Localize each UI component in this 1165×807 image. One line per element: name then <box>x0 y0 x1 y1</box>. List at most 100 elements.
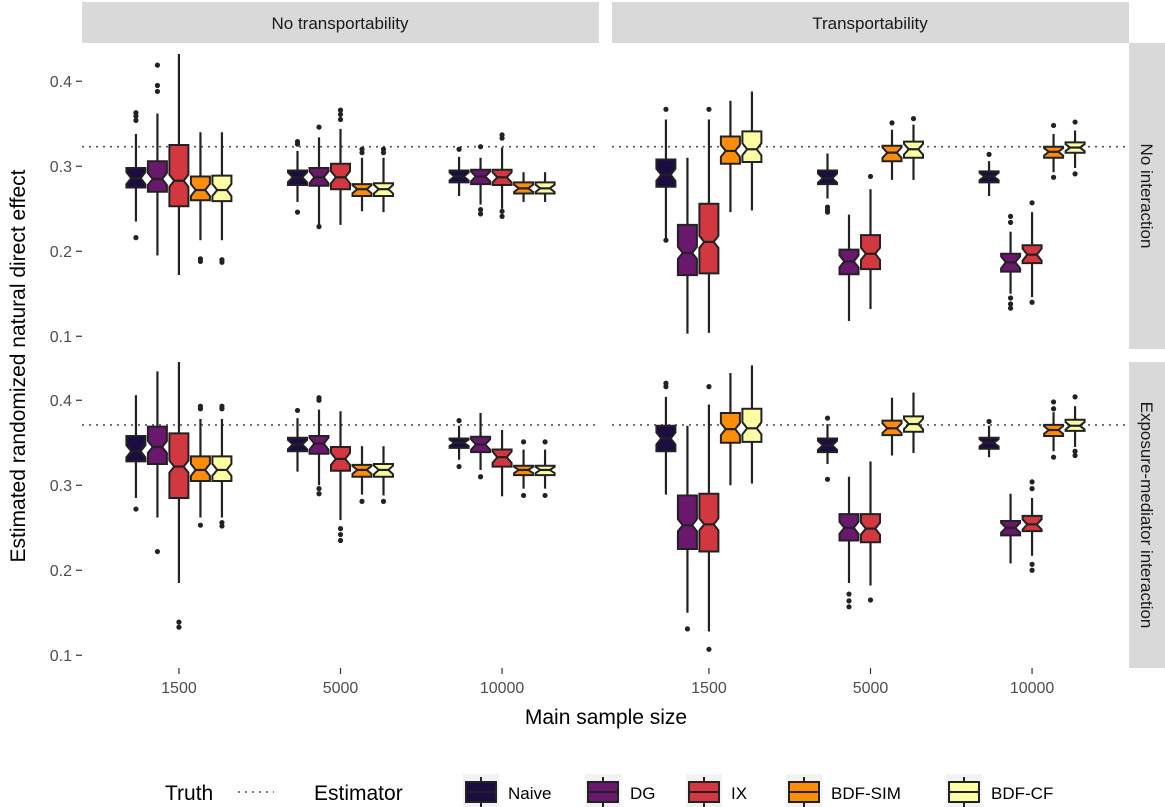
outlier-point <box>1072 119 1077 124</box>
x-tick-label: 1500 <box>691 680 727 697</box>
box-naive-5000 <box>818 154 837 215</box>
outlier-point <box>663 238 668 243</box>
box-ix-5000 <box>861 461 880 602</box>
outlier-point <box>456 464 461 469</box>
box-body <box>148 161 167 192</box>
box-ix-5000 <box>331 108 350 225</box>
outlier-point <box>1029 562 1034 567</box>
outlier-point <box>381 499 386 504</box>
x-tick-label: 10000 <box>1010 680 1055 697</box>
box-bdf-sim-1500 <box>191 404 210 528</box>
y-tick-label: 0.2 <box>50 244 72 261</box>
box-ix-1500 <box>699 384 718 652</box>
outlier-point <box>1029 200 1034 205</box>
legend-truth-title: Truth <box>165 782 213 805</box>
outlier-point <box>846 598 851 603</box>
outlier-point <box>706 107 711 112</box>
box-dg-10000 <box>1001 214 1020 311</box>
legend: Truth Estimator Naive DG IX BDF-SIM BDF-CF <box>165 774 1053 807</box>
box-body <box>310 436 329 454</box>
x-tick-label: 1500 <box>161 680 197 697</box>
box-dg-10000 <box>1001 494 1020 564</box>
strip-label-transportability: Transportability <box>812 14 928 33</box>
panel-exposure-mediator-interaction-transportability <box>612 365 1129 652</box>
legend-label: BDF-CF <box>991 784 1053 803</box>
box-dg-5000 <box>840 215 859 321</box>
outlier-point <box>542 493 547 498</box>
box-ix-5000 <box>861 174 880 309</box>
box-naive-1500 <box>126 395 145 512</box>
outlier-point <box>1029 568 1034 573</box>
legend-items: Naive DG IX BDF-SIM BDF-CF <box>463 774 1053 807</box>
outlier-point <box>198 404 203 409</box>
box-naive-5000 <box>288 408 307 472</box>
outlier-point <box>338 532 343 537</box>
x-axes: 1500 5000 10000 1500 5000 10000 <box>161 668 1054 697</box>
box-bdf-sim-10000 <box>514 439 533 498</box>
box-dg-10000 <box>471 413 490 479</box>
x-tick-label: 5000 <box>853 680 889 697</box>
outlier-point <box>295 210 300 215</box>
box-body <box>742 409 761 442</box>
outlier-point <box>295 139 300 144</box>
box-dg-1500 <box>678 426 697 632</box>
outlier-point <box>1008 295 1013 300</box>
outlier-point <box>338 526 343 531</box>
outlier-point <box>316 224 321 229</box>
box-body <box>656 160 675 187</box>
outlier-point <box>198 523 203 528</box>
outlier-point <box>1051 123 1056 128</box>
box-bdf-sim-10000 <box>1044 123 1063 180</box>
box-body <box>678 225 697 275</box>
box-naive-10000 <box>450 147 469 196</box>
box-bdf-sim-10000 <box>1044 399 1063 459</box>
box-body <box>678 496 697 550</box>
outlier-point <box>1051 455 1056 460</box>
box-naive-10000 <box>980 419 999 457</box>
box-dg-1500 <box>148 371 167 554</box>
box-dg-1500 <box>678 158 697 334</box>
outlier-point <box>825 477 830 482</box>
legend-item-bdf-cf: BDF-CF <box>946 774 1053 807</box>
outlier-point <box>685 626 690 631</box>
legend-item-ix: IX <box>686 774 747 807</box>
box-dg-10000 <box>471 144 490 216</box>
outlier-point <box>986 152 991 157</box>
outlier-point <box>456 418 461 423</box>
outlier-point <box>825 416 830 421</box>
box-naive-5000 <box>288 139 307 215</box>
outlier-point <box>1029 300 1034 305</box>
box-bdf-sim-5000 <box>883 398 902 456</box>
row-strips: No interaction Exposure-mediator interac… <box>1129 43 1165 668</box>
box-bdf-cf-1500 <box>742 91 761 210</box>
y-tick-label: 0.4 <box>50 74 72 91</box>
strip-label-no-transportability: No transportability <box>271 14 409 33</box>
legend-label: IX <box>731 784 747 803</box>
outlier-point <box>359 499 364 504</box>
box-bdf-sim-1500 <box>721 373 740 485</box>
outlier-point <box>219 404 224 409</box>
y-axis-title: Estimated randomized natural direct effe… <box>7 169 30 562</box>
box-body <box>721 413 740 443</box>
outlier-point <box>478 474 483 479</box>
box-ix-1500 <box>169 362 188 630</box>
box-body <box>191 456 210 481</box>
box-naive-1500 <box>656 107 675 243</box>
outlier-point <box>499 132 504 137</box>
y-tick-label: 0.4 <box>50 393 72 410</box>
outlier-point <box>986 419 991 424</box>
outlier-point <box>219 257 224 262</box>
box-naive-5000 <box>818 416 837 482</box>
box-bdf-cf-1500 <box>212 404 231 529</box>
outlier-point <box>663 107 668 112</box>
outlier-point <box>1072 171 1077 176</box>
outlier-point <box>359 147 364 152</box>
outlier-point <box>1072 394 1077 399</box>
outlier-point <box>1008 220 1013 225</box>
box-naive-10000 <box>980 152 999 196</box>
strip-label-exposure-mediator-interaction: Exposure-mediator interaction <box>1137 402 1156 629</box>
outlier-point <box>316 395 321 400</box>
y-tick-label: 0.1 <box>50 329 72 346</box>
outlier-point <box>542 439 547 444</box>
box-body <box>699 204 718 274</box>
